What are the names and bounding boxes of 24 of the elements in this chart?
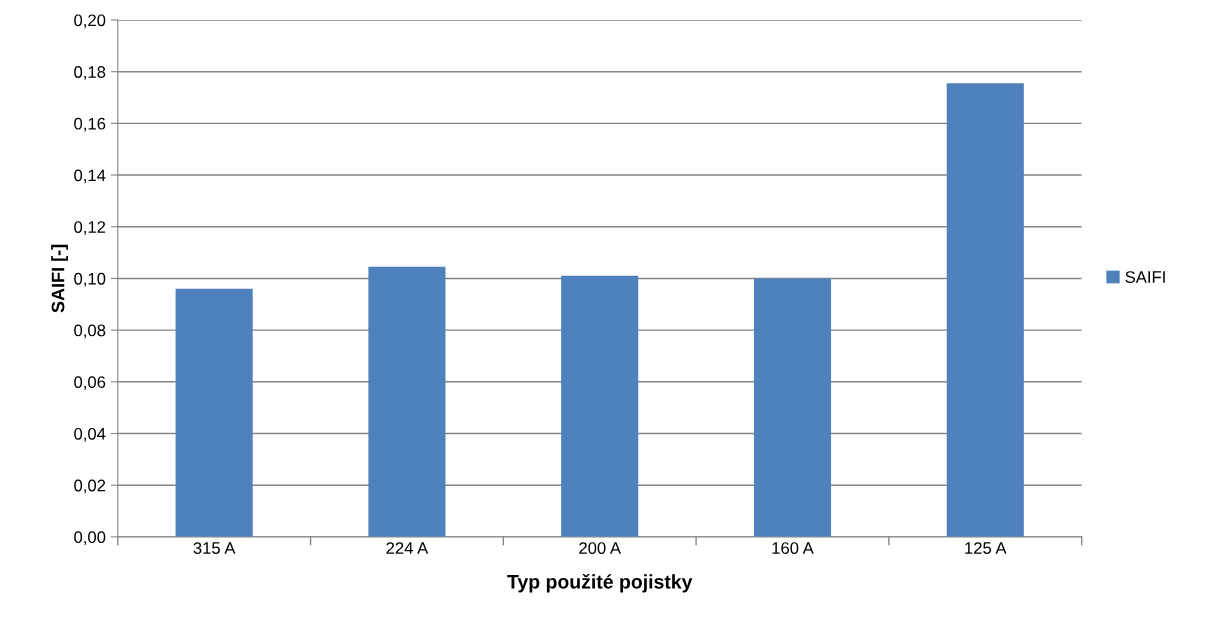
y-tick-label: 0,00 (74, 531, 106, 546)
legend-label: SAIFI (1125, 271, 1165, 283)
bar (753, 278, 832, 537)
y-tick-label: 0,14 (74, 169, 106, 184)
y-tick-label: 0,18 (74, 66, 106, 80)
y-axis-title: SAIFI [-] (51, 244, 68, 313)
y-tick-label: 0,20 (74, 14, 106, 29)
x-tick-label: 125 A (965, 542, 1007, 554)
y-tick-label: 0,12 (74, 221, 106, 235)
bar (175, 288, 253, 537)
bar (946, 83, 1024, 537)
y-tick-label: 0,06 (74, 376, 106, 390)
y-tick-label: 0,10 (74, 272, 106, 287)
bar (561, 275, 639, 537)
x-tick-label: 224 A (386, 542, 429, 554)
y-tick-label: 0,08 (74, 324, 106, 339)
x-tick-label: 160 A (772, 542, 814, 554)
bar (368, 266, 446, 537)
x-tick-label: 200 A (579, 542, 621, 554)
y-tick-label: 0,02 (74, 479, 106, 494)
y-tick-label: 0,04 (74, 427, 106, 442)
x-tick-label: 315 A (193, 542, 236, 554)
y-tick-label: 0,16 (74, 117, 106, 132)
x-axis-title: Typ použité pojistky (507, 573, 693, 593)
